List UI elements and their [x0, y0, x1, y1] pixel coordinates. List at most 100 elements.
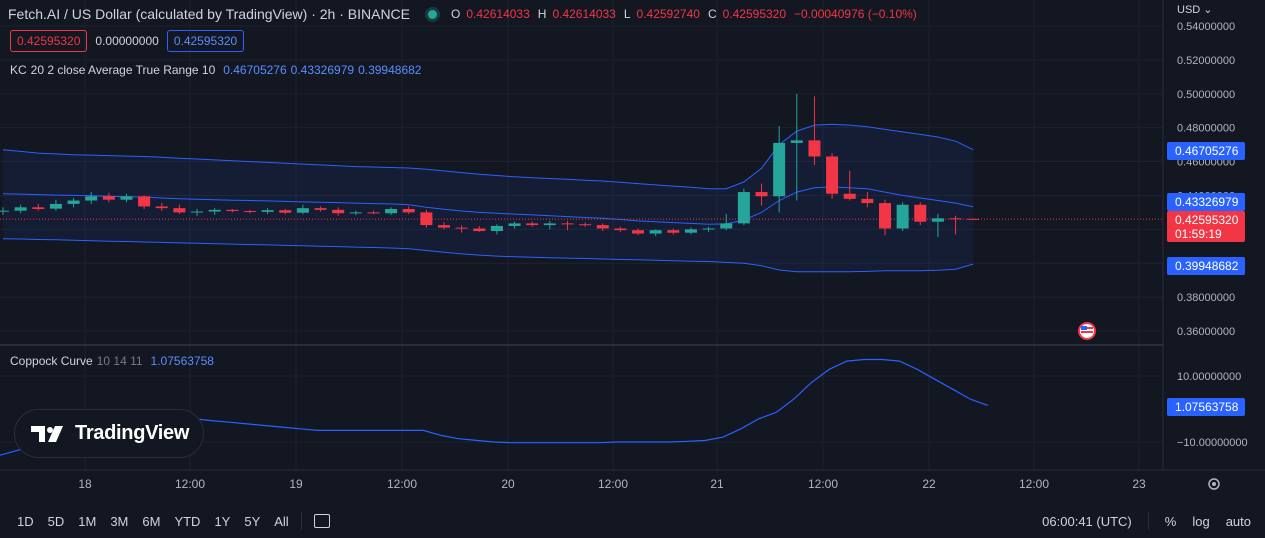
range-button-all[interactable]: All: [274, 513, 289, 529]
range-button-1y[interactable]: 1Y: [214, 513, 231, 529]
price-axis-ticks: 0.54000000 0.52000000 0.50000000 0.48000000…: [1177, 21, 1235, 338]
candle: [773, 125, 786, 213]
candle: [226, 209, 239, 213]
candle: [102, 192, 115, 203]
pane-separator: [0, 344, 1163, 346]
coppock-tick-label: 10.00000000: [1177, 371, 1241, 383]
coppock-badge: 1.07563758: [1167, 398, 1245, 416]
candle: [879, 199, 891, 236]
log-scale-toggle[interactable]: log: [1192, 513, 1210, 529]
time-tick-label: 19: [289, 477, 303, 491]
time-tick-label: 20: [501, 477, 515, 491]
time-tick-label: 12:00: [387, 477, 417, 491]
percent-scale-toggle[interactable]: %: [1164, 513, 1177, 529]
currency-selector[interactable]: USD ⌄: [1177, 4, 1213, 16]
range-button-1m[interactable]: 1M: [78, 513, 97, 529]
range-button-ytd[interactable]: YTD: [174, 513, 201, 529]
candle: [349, 210, 362, 215]
spread-value: 0.00000000: [95, 34, 159, 48]
candle: [702, 226, 715, 232]
candle: [543, 220, 556, 230]
chart-header: Fetch.AI / US Dollar (calculated by Trad…: [8, 6, 917, 22]
bottom-right-controls: 06:00:41 (UTC) % log auto: [1042, 512, 1251, 530]
kc-upper-value: 0.46705276: [223, 63, 287, 77]
candle: [490, 224, 503, 235]
kc-middle-badge: 0.43326979: [1167, 193, 1245, 211]
symbol-title[interactable]: Fetch.AI / US Dollar (calculated by Trad…: [8, 6, 411, 22]
tradingview-logo-icon: [31, 425, 63, 442]
change-value: −0.00040976 (−0.10%): [794, 7, 917, 21]
candle: [455, 225, 468, 233]
buy-button[interactable]: 0.42595320: [166, 30, 245, 52]
candle: [279, 209, 292, 215]
range-button-6m[interactable]: 6M: [142, 513, 161, 529]
kc-legend[interactable]: KC 20 2 close Average True Range 10 0.4670…: [10, 63, 421, 77]
price-tick-label: 0.50000000: [1177, 89, 1235, 101]
sell-button[interactable]: 0.42595320: [10, 30, 88, 52]
time-tick-label: 21: [710, 477, 724, 491]
coppock-value: 1.07563758: [150, 354, 214, 368]
candle: [32, 203, 45, 211]
candle: [790, 93, 803, 201]
last-price-badge: 0.42595320 01:59:19: [1167, 211, 1245, 242]
candle: [931, 214, 944, 237]
settings-gear-icon[interactable]: [1208, 478, 1220, 490]
toolbar-divider: [300, 512, 302, 530]
candle: [473, 225, 486, 232]
range-button-3m[interactable]: 3M: [110, 513, 129, 529]
price-tick-label: 0.36000000: [1177, 326, 1235, 338]
candle: [314, 206, 327, 212]
time-tick-label: 18: [78, 477, 92, 491]
tradingview-logo[interactable]: TradingView: [14, 409, 204, 458]
price-tick-label: 0.54000000: [1177, 21, 1235, 33]
keltner-lower-line: [2, 238, 974, 273]
high-value: 0.42614033: [552, 7, 616, 21]
chart-grid: [0, 0, 1265, 471]
candle: [14, 204, 27, 214]
candle: [826, 153, 839, 199]
keltner-channel-fill: [3, 124, 974, 272]
range-selector: 1D 5D 1M 3M 6M YTD 1Y 5Y All: [0, 514, 289, 529]
candle: [967, 218, 980, 220]
low-value: 0.42592740: [636, 7, 700, 21]
candlestick-series: [0, 93, 980, 237]
coppock-legend[interactable]: Coppock Curve 10 14 11 1.07563758: [10, 354, 214, 368]
candle: [420, 209, 433, 228]
range-button-5d[interactable]: 5D: [47, 513, 65, 529]
time-tick-label: 12:00: [175, 477, 205, 491]
open-label: O: [451, 7, 461, 21]
candle: [508, 221, 521, 229]
candle: [261, 208, 274, 215]
candle: [138, 195, 151, 209]
market-status-icon: [428, 9, 438, 19]
coppock-name: Coppock Curve: [10, 354, 93, 368]
tradingview-logo-text: TradingView: [75, 422, 190, 444]
close-value: 0.42595320: [722, 7, 787, 21]
candle: [737, 188, 750, 226]
utc-clock[interactable]: 06:00:41 (UTC): [1042, 513, 1132, 529]
candle: [720, 214, 733, 231]
time-axis-ticks: 18 12:00 19 12:00 20 12:00 21 12:00 22 12:00 23: [78, 477, 1146, 491]
keltner-middle-line: [2, 186, 974, 225]
kc-name: KC: [10, 63, 27, 77]
coppock-axis-ticks: 10.00000000 −10.00000000: [1177, 371, 1248, 449]
coppock-params: 10 14 11: [96, 354, 143, 368]
auto-scale-toggle[interactable]: auto: [1225, 513, 1251, 529]
range-button-1d[interactable]: 1D: [17, 513, 34, 529]
high-label: H: [537, 7, 547, 21]
candle: [0, 207, 9, 215]
kc-params: 20 2 close Average True Range 10: [30, 63, 216, 77]
candle: [402, 206, 415, 215]
price-tick-label: 0.48000000: [1177, 123, 1235, 135]
candle: [208, 208, 221, 215]
kc-upper-badge: 0.46705276: [1167, 142, 1245, 160]
time-tick-label: 23: [1132, 477, 1146, 491]
range-button-5y[interactable]: 5Y: [244, 513, 261, 529]
candle: [526, 221, 539, 227]
open-value: 0.42614033: [466, 7, 530, 21]
candle: [949, 215, 962, 235]
flag-icon[interactable]: [1078, 322, 1096, 340]
keltner-upper-line: [2, 123, 974, 190]
goto-date-icon[interactable]: [313, 514, 330, 528]
candle: [67, 197, 80, 208]
